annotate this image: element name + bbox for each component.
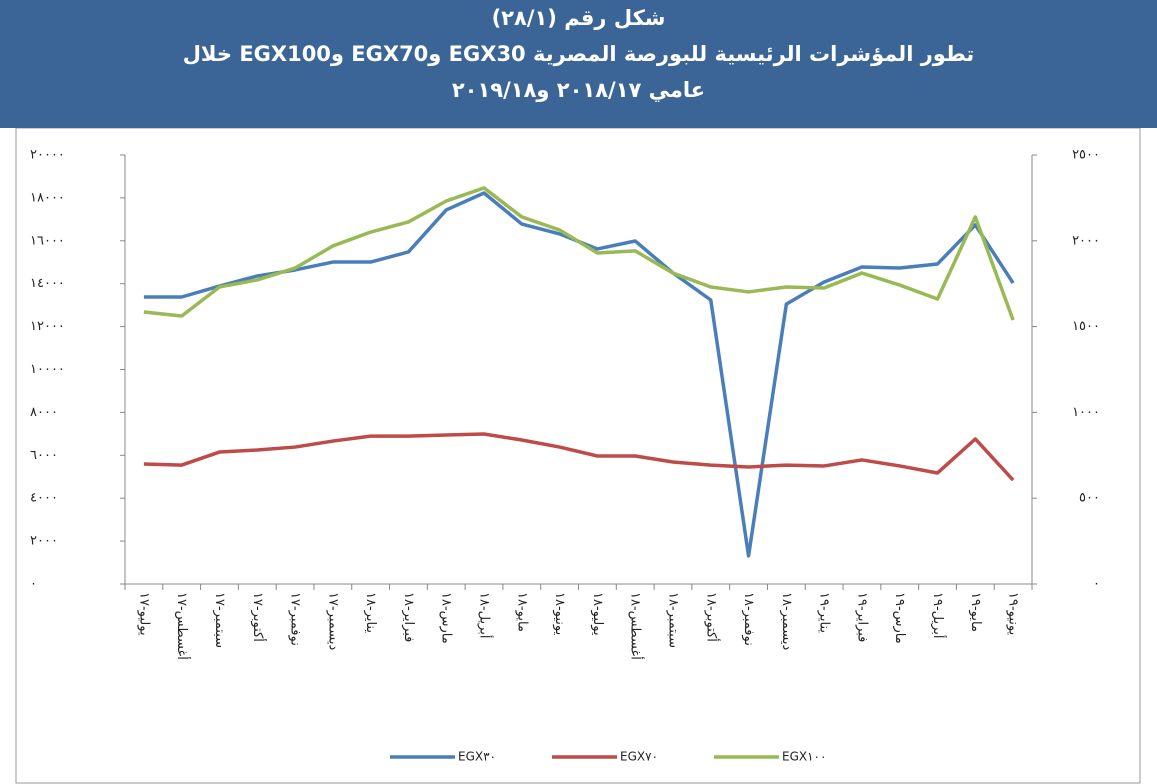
x-tick-label: فبراير-١٩ (854, 592, 869, 642)
y-tick-label: ١٤٠٠٠ (30, 276, 65, 291)
x-tick-label: يونيو-١٩ (1006, 592, 1021, 636)
x-tick-label: سبتمبر-١٨ (665, 592, 680, 648)
x-tick-label: أبريل-١٨ (477, 592, 494, 639)
x-tick-label: يونيو-١٨ (552, 592, 567, 636)
y-tick-label: ٢٠٠٠٠ (30, 148, 65, 163)
y-tick-label: ١٦٠٠٠ (30, 233, 65, 248)
x-tick-label: مارس-١٨ (439, 592, 454, 644)
x-tick-label: فبراير-١٨ (401, 592, 416, 642)
x-tick-label: مايو-١٨ (514, 592, 529, 632)
y-tick-label: ٤٠٠٠ (30, 491, 58, 506)
header: شكل رقم (٢٨/١) تطور المؤشرات الرئيسية للب… (0, 0, 1157, 128)
legend-label: EGX٣٠ (458, 750, 496, 764)
y2-tick-label: ٢٥٠٠ (1072, 148, 1100, 163)
x-tick-label: سبتمبر-١٧ (212, 592, 227, 648)
x-tick-label: ديسمبر-١٨ (779, 592, 794, 650)
y-tick-label: ٨٠٠٠ (30, 405, 58, 420)
x-tick-label: يناير-١٨ (363, 592, 378, 633)
x-tick-label: أغسطس-١٧ (174, 592, 191, 660)
x-tick-label: ديسمبر-١٧ (325, 592, 340, 650)
legend-label: EGX٧٠ (620, 750, 658, 764)
y-tick-label: ١٠٠٠٠ (30, 362, 65, 377)
chart-title: شكل رقم (٢٨/١) (491, 6, 666, 30)
x-tick-label: أكتوبر-١٨ (703, 592, 720, 642)
y-tick-label: ٦٠٠٠ (30, 448, 58, 463)
chart-title: تطور المؤشرات الرئيسية للبورصة المصرية E… (182, 42, 975, 66)
x-tick-label: يوليو-١٧ (136, 592, 151, 636)
x-tick-label: يوليو-١٨ (590, 592, 605, 636)
chart-title: عامي ٢٠١٨/١٧ و٢٠١٩/١٨ (451, 78, 706, 102)
x-tick-label: أكتوبر-١٧ (250, 592, 267, 642)
x-tick-label: نوفمبر-١٨ (741, 592, 756, 646)
x-tick-label: مايو-١٩ (968, 592, 983, 632)
line-series (143, 432, 1015, 482)
y2-tick-label: ٥٠٠ (1079, 491, 1100, 506)
y2-tick-label: ١٠٠٠ (1072, 405, 1100, 420)
y-tick-label: ٠ (30, 577, 37, 592)
y2-tick-label: ٠ (1093, 577, 1100, 592)
chart-frame (15, 127, 1141, 784)
x-tick-label: أغسطس-١٨ (628, 592, 645, 660)
y2-tick-label: ٢٠٠٠ (1072, 233, 1100, 248)
y-tick-label: ١٨٠٠٠ (30, 190, 65, 205)
y-tick-label: ٢٠٠٠ (30, 534, 58, 549)
legend-label: EGX١٠٠ (782, 750, 826, 764)
x-tick-label: أبريل-١٩ (930, 592, 947, 639)
line-series (143, 186, 1015, 321)
y2-tick-label: ١٥٠٠ (1072, 319, 1100, 334)
x-tick-label: نوفمبر-١٧ (288, 592, 303, 646)
x-tick-label: يناير-١٩ (817, 592, 832, 633)
x-tick-label: مارس-١٩ (892, 592, 907, 644)
y-tick-label: ١٢٠٠٠ (30, 319, 65, 334)
